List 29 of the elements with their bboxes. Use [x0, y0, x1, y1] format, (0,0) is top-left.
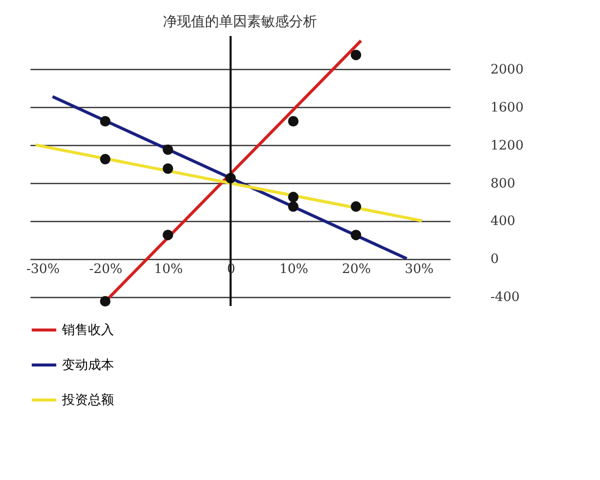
point — [100, 296, 110, 306]
point — [350, 230, 362, 240]
x-tick-label: -30% — [26, 262, 60, 278]
legend-label: 销售收入 — [61, 323, 114, 338]
y-tick-label: 0 — [490, 252, 499, 268]
point — [100, 154, 110, 164]
y-tick-label: 400 — [490, 214, 516, 230]
point — [162, 163, 174, 174]
point — [100, 116, 110, 126]
legend-label: 投资总额 — [61, 393, 114, 408]
point — [162, 230, 174, 240]
x-tick-label: 10% — [154, 262, 183, 278]
x-tick-label: 30% — [404, 262, 434, 278]
x-tick-label: 20% — [342, 262, 371, 278]
x-tick-label: -20% — [89, 262, 122, 278]
y-tick-label: 2000 — [490, 62, 524, 78]
legend-label: 变动成本 — [62, 358, 114, 373]
y-tick-label: 1200 — [490, 138, 524, 154]
y-tick-label: 1600 — [490, 100, 524, 116]
y-tick-label: -400 — [490, 290, 520, 306]
point — [162, 144, 174, 155]
point — [288, 201, 299, 212]
point — [288, 116, 299, 126]
x-tick-label: 10% — [279, 262, 308, 278]
point — [350, 201, 362, 212]
chart-title: 净现值的单因素敏感分析 — [163, 14, 317, 30]
point — [350, 50, 362, 60]
y-tick-label: 800 — [490, 176, 516, 192]
point — [288, 192, 299, 202]
